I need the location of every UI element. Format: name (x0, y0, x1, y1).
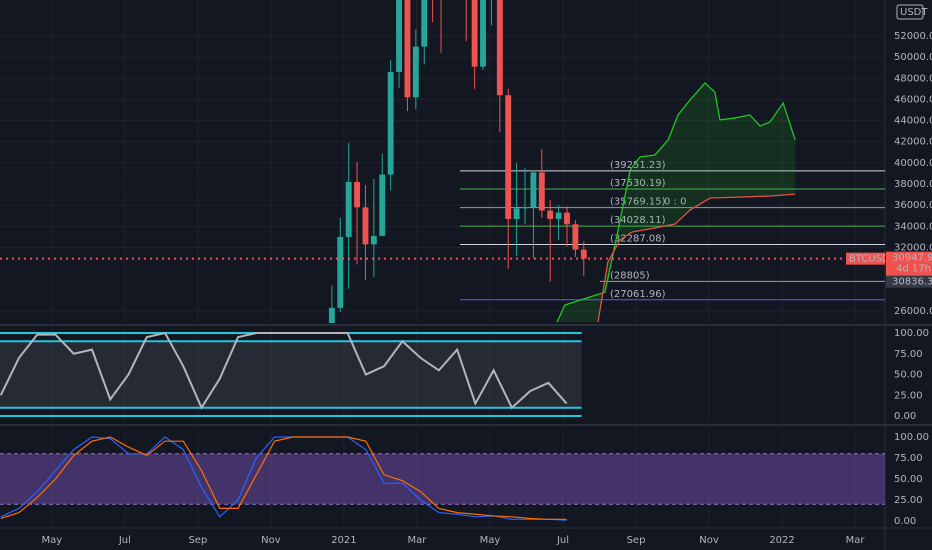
candle-body (580, 249, 587, 259)
y-tick-label: 25.00 (894, 390, 923, 401)
candle-body (572, 224, 579, 250)
band-fill (0, 453, 885, 505)
candle-body (337, 236, 344, 308)
candle-body (496, 0, 503, 96)
fib-note: 0 : 0 (664, 197, 686, 208)
fib-label: (28805) (610, 270, 650, 281)
y-tick-label: 38000.00 (894, 179, 932, 190)
y-tick-label: 26000.00 (894, 306, 932, 317)
candle-body (354, 181, 361, 208)
fib-label: (37530.19) (610, 178, 666, 189)
oscillator-pane (0, 428, 885, 528)
last-price-label: 30947.97 (892, 253, 932, 264)
candle-body (564, 212, 570, 225)
fib-label: (27061.96) (610, 289, 666, 300)
indicator-line (0, 436, 567, 520)
symbol-label: BTCUSDT (849, 254, 897, 265)
y-tick-label: 32000.00 (894, 243, 932, 254)
candle-body (530, 172, 537, 208)
price-pane: (39251.23) (37530.19) (35769.15)0 : 0 (3402… (0, 0, 885, 323)
candle-body (513, 208, 520, 219)
y-tick-label: 0.00 (894, 411, 916, 422)
price-box (886, 275, 932, 288)
y-tick-label: 75.00 (894, 349, 923, 360)
candle-body (412, 46, 419, 98)
y-tick-label: 52000.00 (894, 31, 932, 42)
x-tick-label: 2021 (331, 535, 356, 546)
axes: May Jul Sep Nov 2021 Mar May Jul Sep Nov 2022 Mar 26… (42, 31, 932, 546)
candle-body (505, 95, 512, 219)
candle-body (379, 174, 386, 236)
x-tick-label: Nov (261, 535, 281, 546)
x-tick-label: Mar (408, 535, 428, 546)
y-tick-label: 100.00 (894, 432, 929, 443)
forecast-upper (556, 82, 796, 323)
x-tick-label: Jul (556, 535, 569, 546)
y-tick-label: 40000.00 (894, 158, 932, 169)
forecast-fill (557, 82, 796, 322)
candle-body (480, 0, 486, 67)
y-tick-label: 75.00 (894, 453, 923, 464)
x-tick-label: 2022 (769, 535, 794, 546)
fib-label: (39251.23) (610, 160, 666, 171)
fib-label: (35769.15) (610, 197, 666, 208)
quote-box (896, 4, 924, 20)
y-tick-label: 25.00 (894, 495, 923, 506)
x-tick-label: May (480, 535, 501, 546)
x-tick-label: May (42, 535, 63, 546)
y-tick-label: 46000.00 (894, 94, 932, 105)
candle-body (547, 210, 554, 219)
candle-body (522, 207, 528, 209)
candle-body (421, 0, 428, 47)
candle-body (404, 0, 411, 98)
x-tick-label: Jul (118, 535, 131, 546)
indicator-line (0, 331, 568, 410)
candle-body (345, 181, 352, 237)
oscillator-pane (0, 327, 856, 423)
candle-body (370, 235, 377, 245)
y-tick-label: 100.00 (894, 328, 929, 339)
quote-label: USDT (900, 7, 928, 18)
y-tick-label: 50000.00 (894, 52, 932, 63)
level-fill (0, 341, 582, 408)
x-tick-label: Sep (627, 535, 646, 546)
y-tick-label: 0.00 (894, 516, 916, 527)
candle-body (538, 172, 545, 211)
x-tick-label: Mar (846, 535, 866, 546)
forecast-lower (597, 193, 796, 323)
candle-body (471, 0, 478, 67)
x-tick-label: Sep (188, 535, 207, 546)
indicator-line (0, 436, 567, 521)
x-tick-label: Nov (699, 535, 719, 546)
y-tick-label: 50.00 (894, 370, 923, 381)
y-tick-label: 48000.00 (894, 73, 932, 84)
candle-body (387, 71, 394, 175)
y-tick-label: 50.00 (894, 474, 923, 485)
candle-body (396, 0, 402, 72)
y-tick-label: 36000.00 (894, 200, 932, 211)
candle-body (555, 212, 562, 219)
fib-label: (34028.11) (610, 215, 666, 226)
candle-body (362, 207, 369, 245)
fib-label: (32287.08) (610, 233, 666, 244)
candle-body (328, 307, 335, 323)
y-tick-label: 34000.00 (894, 221, 932, 232)
second-price: 30836.31 (892, 277, 932, 288)
y-tick-label: 44000.00 (894, 116, 932, 127)
countdown: 4d 17h (896, 264, 931, 275)
y-tick-label: 42000.00 (894, 137, 932, 148)
symbol-box (846, 252, 885, 265)
